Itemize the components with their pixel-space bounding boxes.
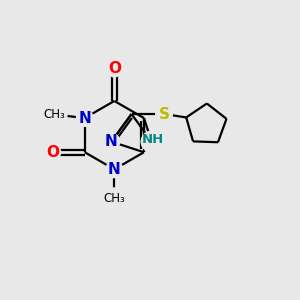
Text: NH: NH [142,133,164,146]
Circle shape [156,106,172,122]
Text: CH₃: CH₃ [103,192,125,205]
Circle shape [106,161,123,178]
Circle shape [106,60,123,77]
Text: S: S [158,106,169,122]
Circle shape [141,131,162,152]
Text: N: N [108,162,121,177]
Circle shape [103,133,120,150]
Text: CH₃: CH₃ [43,108,65,121]
Text: O: O [108,61,121,76]
Circle shape [44,144,61,160]
Circle shape [44,103,67,126]
Text: N: N [105,134,118,149]
Circle shape [104,188,125,209]
Text: N: N [78,110,91,125]
Text: O: O [46,145,59,160]
Circle shape [76,110,93,126]
